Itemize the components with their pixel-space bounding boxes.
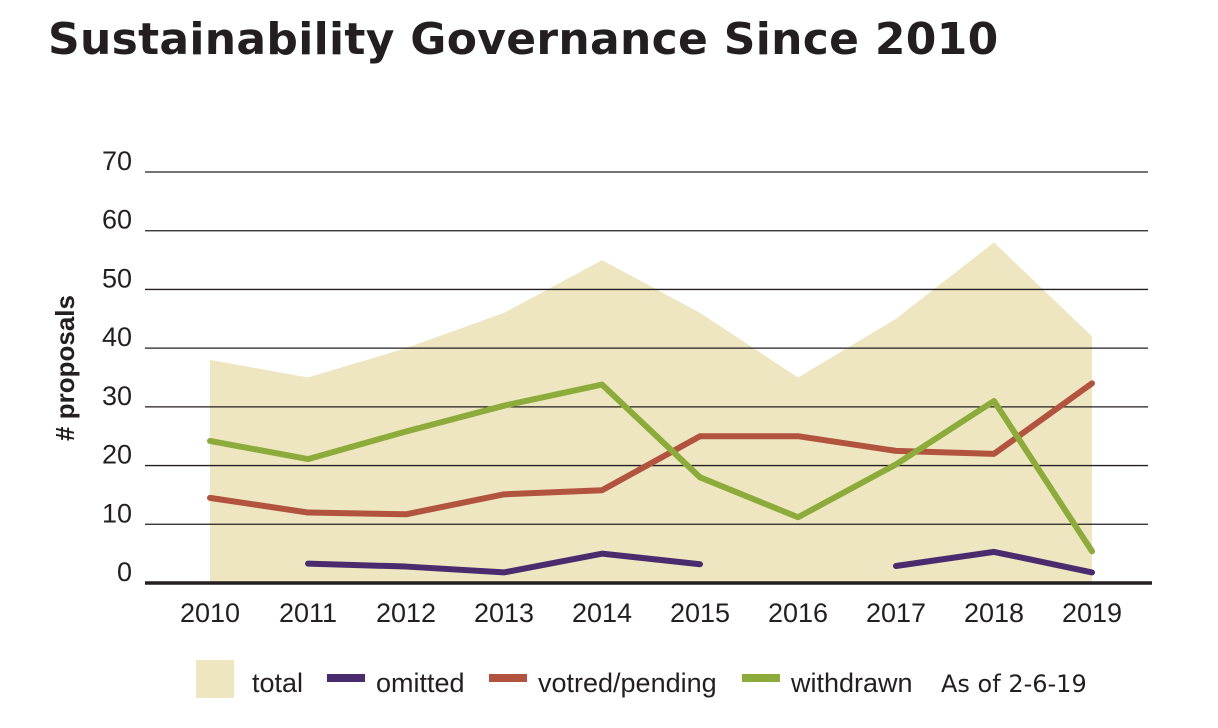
legend-swatch-withdrawn <box>742 674 780 682</box>
legend: total omitted votred/pending withdrawn As of… <box>196 660 1087 698</box>
legend-swatch-voted_pending <box>489 674 527 682</box>
series-withdrawn <box>207 381 1095 555</box>
line-voted_pending-segment-0 <box>207 380 1095 518</box>
legend-label-withdrawn: withdrawn <box>790 668 913 698</box>
axis-layer: 0 10 20 30 40 50 60 70 2010 2011 2012 2013 2014 2015 2… <box>50 146 1152 628</box>
line-omitted-segment-1 <box>893 548 1095 576</box>
x-tick-label-2010: 2010 <box>180 598 240 628</box>
series-omitted <box>305 548 1095 576</box>
legend-item-voted_pending: votred/pending <box>489 668 717 698</box>
line-omitted-segment-0 <box>305 550 703 576</box>
chart-title: Sustainability Governance Since 2010 <box>48 14 999 65</box>
y-tick-label-60: 60 <box>102 205 132 235</box>
line-withdrawn-segment-0 <box>207 381 1095 555</box>
legend-label-total: total <box>252 668 303 698</box>
y-tick-label-10: 10 <box>102 498 132 528</box>
y-tick-label-40: 40 <box>102 322 132 352</box>
area-layer <box>210 242 1092 583</box>
line-layer <box>207 380 1095 576</box>
y-axis-label: # proposals <box>50 295 80 441</box>
legend-label-voted_pending: votred/pending <box>538 668 717 698</box>
x-tick-label-2015: 2015 <box>670 598 730 628</box>
y-tick-label-0: 0 <box>117 557 132 587</box>
x-tick-label-2011: 2011 <box>279 598 337 628</box>
x-tick-label-2013: 2013 <box>474 598 534 628</box>
y-tick-label-50: 50 <box>102 263 132 293</box>
x-tick-label-2018: 2018 <box>964 598 1024 628</box>
legend-swatch-total <box>196 660 234 698</box>
series-voted_pending <box>207 380 1095 518</box>
x-tick-label-2016: 2016 <box>768 598 828 628</box>
as-of-note: As of 2-6-19 <box>941 670 1087 698</box>
legend-item-total: total <box>196 660 303 698</box>
x-tick-label-2014: 2014 <box>572 598 632 628</box>
y-tick-label-20: 20 <box>102 440 132 470</box>
series-area-total <box>210 242 1092 583</box>
x-tick-label-2017: 2017 <box>866 598 926 628</box>
y-tick-label-30: 30 <box>102 381 132 411</box>
legend-label-omitted: omitted <box>376 668 465 698</box>
legend-item-omitted: omitted <box>327 668 465 698</box>
legend-swatch-omitted <box>327 674 365 682</box>
x-tick-label-2019: 2019 <box>1062 598 1122 628</box>
y-tick-label-70: 70 <box>102 146 132 176</box>
legend-item-withdrawn: withdrawn <box>742 668 913 698</box>
x-tick-label-2012: 2012 <box>376 598 436 628</box>
